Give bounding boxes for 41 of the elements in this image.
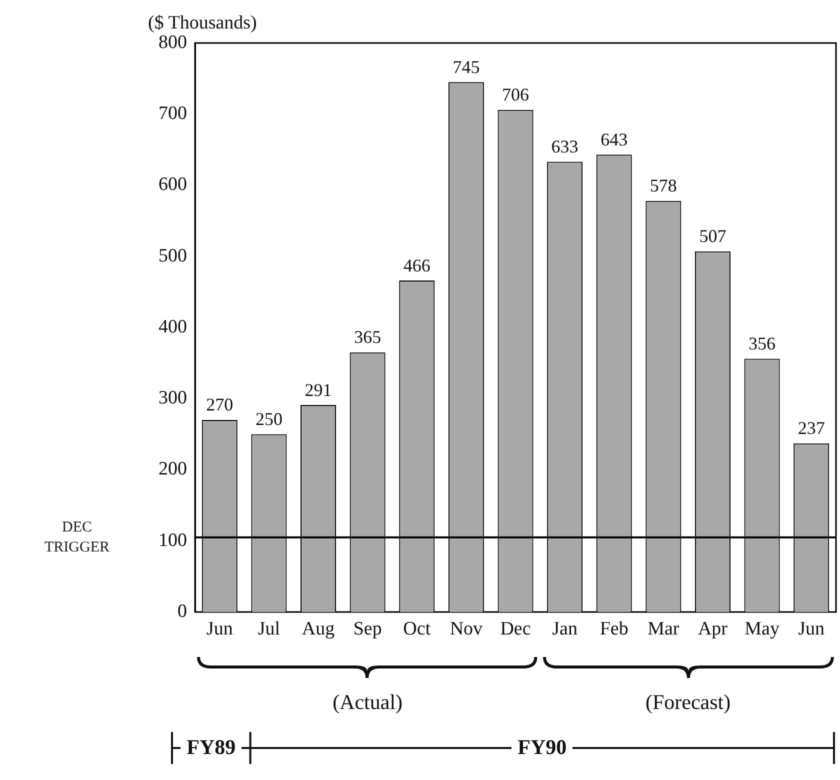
data-label: 250 [255,408,282,429]
y-tick-label: 800 [158,32,187,53]
data-label: 237 [798,418,825,438]
text: FY89 [180,735,242,760]
x-tick-label: May [744,618,780,640]
y-tick-label: 0 [178,600,187,622]
x-tick-label: Feb [600,618,628,640]
data-label: 578 [650,176,677,196]
data-label: 466 [403,255,430,276]
x-tick-label: Aug [302,618,336,640]
data-label: 365 [354,327,382,348]
x-tick-label: Sep [353,618,382,640]
data-label: 291 [304,380,332,400]
data-label: 643 [600,129,628,150]
y-tick-label: 500 [158,245,187,266]
data-label: 507 [699,226,726,246]
x-tick-label: Apr [698,618,728,640]
text: (Actual) [332,690,403,715]
y-tick-label: 300 [158,388,187,409]
y-tick-label: 700 [158,103,187,124]
text: FY90 [512,735,573,760]
data-label: 706 [502,84,529,105]
ref-line-label: DEC TRIGGER [44,519,110,556]
x-tick-label: Nov [450,618,484,640]
data-label: 745 [452,56,480,77]
text: (Forecast) [645,690,731,715]
x-tick-label: Mar [648,618,680,640]
y-tick-label: 100 [158,530,187,551]
y-tick-label: 400 [158,316,187,338]
x-tick-label: Jan [552,618,578,640]
x-tick-label: Oct [403,618,432,640]
x-tick-label: Jul [258,618,280,640]
x-tick-label: Dec [500,618,531,640]
data-label: 633 [551,136,578,157]
data-label: 270 [206,394,234,415]
data-label: 356 [748,334,776,354]
x-tick-label: Jun [798,618,826,640]
y-axis-title: ($ Thousands) [148,12,257,34]
y-tick-label: 600 [158,174,187,196]
y-tick-label: 200 [158,458,187,480]
x-tick-label: Jun [206,618,234,640]
